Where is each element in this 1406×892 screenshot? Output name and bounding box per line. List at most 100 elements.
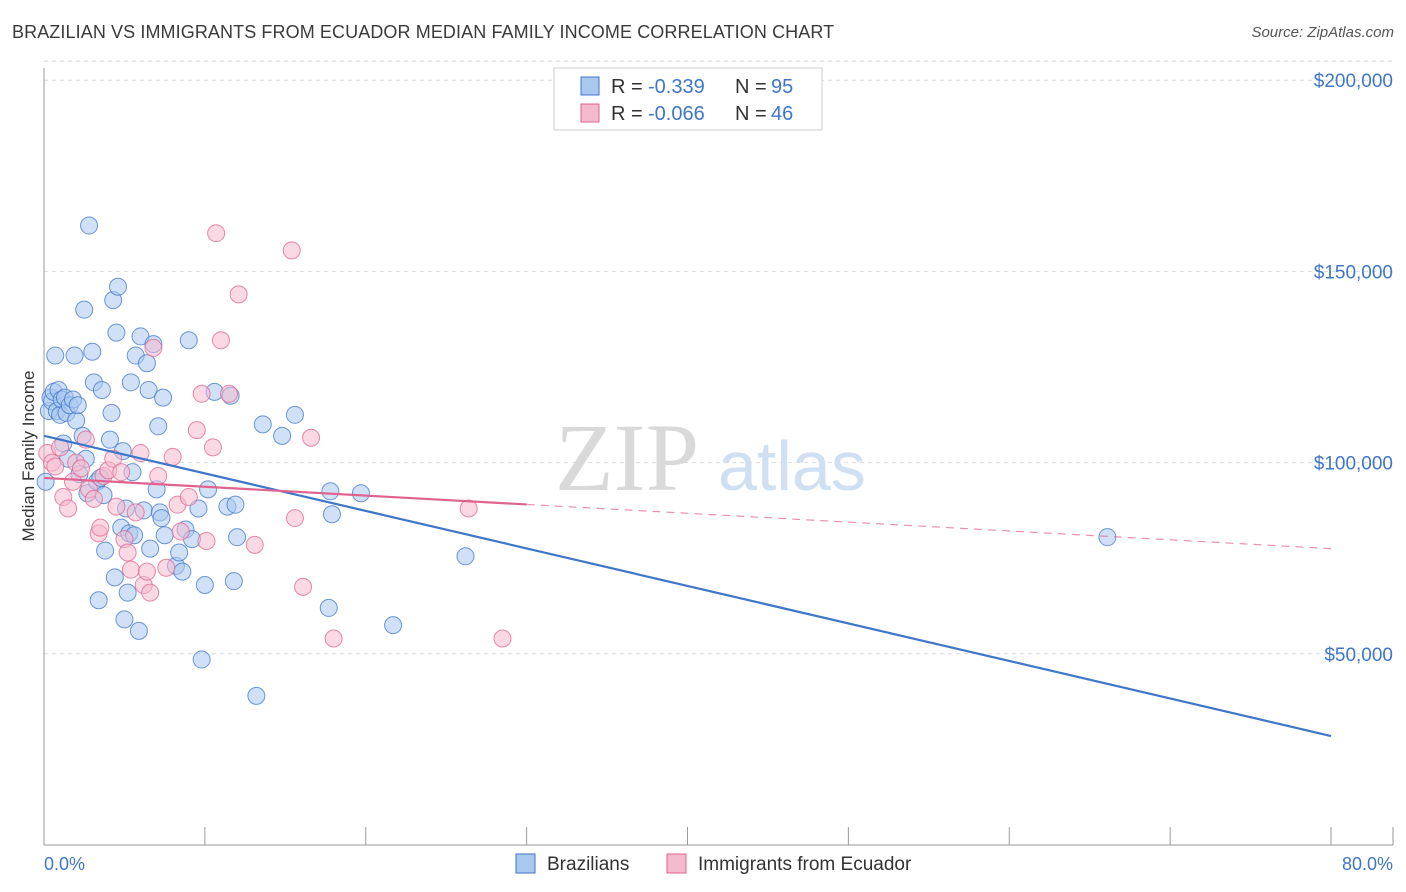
brazilians-point bbox=[247, 686, 266, 705]
ecuador-point bbox=[220, 384, 239, 403]
brazilians-point bbox=[36, 472, 55, 491]
legend-swatch-brazilians bbox=[580, 76, 600, 96]
brazilians-point bbox=[46, 346, 65, 365]
ecuador-point bbox=[245, 535, 264, 554]
brazilians-point bbox=[89, 591, 108, 610]
brazilians-point bbox=[456, 547, 475, 566]
brazilians-point bbox=[129, 621, 148, 640]
brazilians-point bbox=[253, 415, 272, 434]
ecuador-point bbox=[187, 421, 206, 440]
ecuador-point bbox=[493, 629, 512, 648]
legend-n-value-1: 95 bbox=[771, 76, 793, 98]
y-tick-label: $200,000 bbox=[1314, 71, 1393, 92]
ecuador-point bbox=[324, 629, 343, 648]
ecuador-point bbox=[302, 428, 321, 447]
ecuador-trend-line-dashed bbox=[526, 503, 1332, 550]
ecuador-point bbox=[211, 331, 230, 350]
brazilians-point bbox=[384, 616, 403, 635]
legend-r-label-2: R = bbox=[611, 103, 643, 125]
brazilians-point bbox=[75, 300, 94, 319]
brazilians-point bbox=[92, 380, 111, 399]
x-tick-label-min: 0.0% bbox=[44, 854, 85, 874]
ecuador-point bbox=[282, 241, 301, 260]
legend-swatch-ecuador bbox=[580, 103, 600, 123]
y-tick-label: $50,000 bbox=[1324, 645, 1393, 666]
ecuador-point bbox=[121, 560, 140, 579]
series-legend: Brazilians Immigrants from Ecuador bbox=[515, 853, 912, 875]
brazilians-point bbox=[68, 396, 87, 415]
brazilians-point bbox=[152, 509, 171, 528]
bottom-legend-label-brazilians: Brazilians bbox=[547, 854, 629, 875]
brazilians-point bbox=[155, 526, 174, 545]
stats-legend: R = -0.339 N = 95 R = -0.066 N = 46 bbox=[553, 67, 823, 131]
ecuador-point bbox=[104, 449, 123, 468]
ecuador-point bbox=[59, 499, 78, 518]
brazilians-point bbox=[139, 380, 158, 399]
brazilians-point bbox=[105, 568, 124, 587]
legend-r-value-2: -0.066 bbox=[648, 103, 705, 125]
x-tick-label-max: 80.0% bbox=[1342, 854, 1393, 874]
brazilians-point bbox=[118, 583, 137, 602]
legend-r-label-1: R = bbox=[611, 76, 643, 98]
series-points bbox=[36, 216, 1117, 705]
bottom-legend-swatch-brazilians bbox=[515, 853, 536, 874]
ecuador-point bbox=[144, 338, 163, 357]
brazilians-point bbox=[195, 575, 214, 594]
ecuador-point bbox=[285, 509, 304, 528]
brazilians-point bbox=[121, 373, 140, 392]
brazilians-point bbox=[65, 346, 84, 365]
ecuador-point bbox=[141, 583, 160, 602]
y-axis-label: Median Family Income bbox=[19, 370, 38, 541]
brazilians-point bbox=[67, 411, 86, 430]
legend-n-label-1: N = bbox=[735, 76, 767, 98]
legend-r-value-1: -0.339 bbox=[648, 76, 705, 98]
brazilians-point bbox=[189, 499, 208, 518]
brazilians-point bbox=[351, 484, 370, 503]
brazilians-point bbox=[83, 342, 102, 361]
ecuador-point bbox=[137, 562, 156, 581]
ecuador-point bbox=[294, 577, 313, 596]
trend-lines bbox=[43, 434, 1332, 738]
ecuador-point bbox=[179, 488, 198, 507]
brazilians-point bbox=[224, 572, 243, 591]
ecuador-point bbox=[63, 472, 82, 491]
brazilians-point bbox=[199, 480, 218, 499]
ecuador-point bbox=[126, 503, 145, 522]
brazilians-point bbox=[102, 403, 121, 422]
ecuador-point bbox=[91, 518, 110, 537]
legend-n-value-2: 46 bbox=[771, 103, 793, 125]
brazilians-trend-line bbox=[43, 434, 1332, 738]
brazilians-point bbox=[285, 405, 304, 424]
ecuador-point bbox=[197, 532, 216, 551]
ecuador-point bbox=[46, 457, 65, 476]
brazilians-point bbox=[273, 426, 292, 445]
brazilians-point bbox=[141, 539, 160, 558]
ecuador-trend-line bbox=[43, 476, 527, 506]
ecuador-point bbox=[207, 224, 226, 243]
chart-source: Source: ZipAtlas.com bbox=[1251, 24, 1394, 41]
brazilians-point bbox=[228, 528, 247, 547]
brazilians-point bbox=[100, 430, 119, 449]
ecuador-point bbox=[203, 438, 222, 457]
x-axis-ticks bbox=[43, 827, 1394, 845]
ecuador-point bbox=[107, 497, 126, 516]
brazilians-point bbox=[170, 543, 189, 562]
bottom-legend-swatch-ecuador bbox=[666, 853, 687, 874]
ecuador-point bbox=[112, 463, 131, 482]
ecuador-point bbox=[72, 459, 91, 478]
y-tick-labels: $50,000 $100,000 $150,000 $200,000 bbox=[1314, 71, 1393, 666]
ecuador-point bbox=[149, 467, 168, 486]
y-tick-label: $150,000 bbox=[1314, 262, 1393, 283]
watermark-zip: ZIP bbox=[555, 404, 699, 511]
brazilians-point bbox=[1098, 528, 1117, 547]
chart-title: BRAZILIAN VS IMMIGRANTS FROM ECUADOR MED… bbox=[12, 22, 835, 42]
ecuador-point bbox=[171, 522, 190, 541]
legend-n-label-2: N = bbox=[735, 103, 767, 125]
brazilians-point bbox=[321, 482, 340, 501]
brazilians-point bbox=[80, 216, 99, 235]
ecuador-point bbox=[229, 285, 248, 304]
bottom-legend-label-ecuador: Immigrants from Ecuador bbox=[698, 854, 912, 875]
brazilians-point bbox=[322, 505, 341, 524]
ecuador-point bbox=[118, 543, 137, 562]
